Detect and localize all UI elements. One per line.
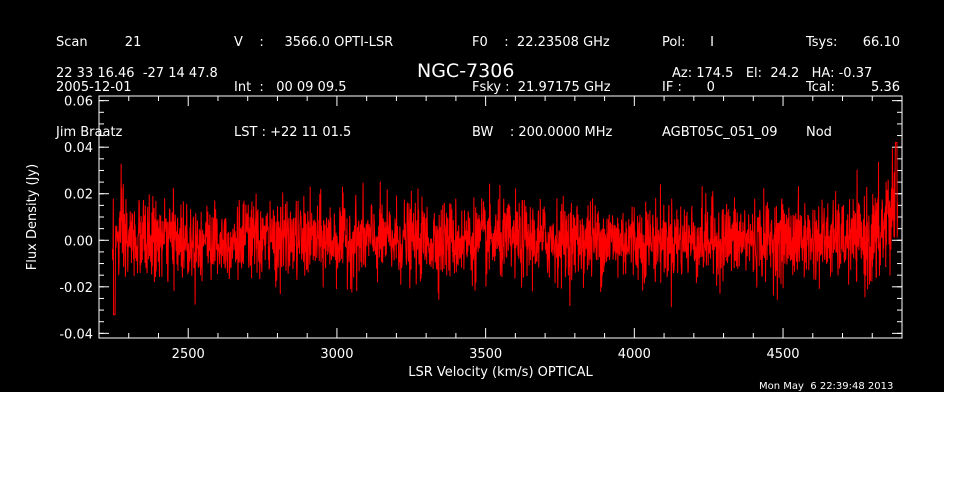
header-col4: Pol: I IF : 0 AGBT05C_051_09 xyxy=(662,5,778,170)
plot-panel: Scan 21 2005-12-01 Jim Braatz V : 3566.0… xyxy=(0,0,944,392)
y-axis-label: Flux Density (Jy) xyxy=(25,164,40,270)
y-axis-ticks: -0.04 -0.02 0.00 0.02 0.04 0.06 xyxy=(59,95,902,342)
y-tick-label: 0.04 xyxy=(64,141,93,156)
timestamp: Mon May 6 22:39:48 2013 xyxy=(759,381,894,392)
y-tick-label: -0.04 xyxy=(59,327,93,342)
bandwidth-line: BW : 200.0000 MHz xyxy=(472,125,613,140)
tsys-value: 66.10 xyxy=(862,35,900,50)
x-tick-label: 4500 xyxy=(766,347,799,362)
header-col1: Scan 21 2005-12-01 Jim Braatz xyxy=(56,5,141,170)
project-line: AGBT05C_051_09 xyxy=(662,125,778,140)
y-tick-label: -0.02 xyxy=(59,281,93,296)
if-line: IF : 0 xyxy=(662,80,715,95)
spectrum-series xyxy=(111,142,899,316)
integration-line: Int : 00 09 09.5 xyxy=(234,80,347,95)
velocity-line: V : 3566.0 OPTI-LSR xyxy=(234,35,394,50)
pol-line: Pol: I xyxy=(662,35,714,50)
y-tick-label: 0.06 xyxy=(64,95,93,110)
header-col5-labels: Tsys: Tcal: Nod xyxy=(806,5,837,170)
observer-line: Jim Braatz xyxy=(56,125,123,140)
x-tick-label: 3500 xyxy=(469,347,502,362)
header-col5-values: 66.10 5.36 xyxy=(850,5,900,170)
tsys-label: Tsys: xyxy=(806,35,838,50)
coordinates: 22 33 16.46 -27 14 47.8 xyxy=(56,66,218,81)
y-tick-label: 0.00 xyxy=(64,234,93,249)
y-tick-label: 0.02 xyxy=(64,188,93,203)
x-axis-ticks: 2500 3000 3500 4000 4500 xyxy=(128,96,873,362)
az-el-ha: Az: 174.5 El: 24.2 HA: -0.37 xyxy=(672,66,873,81)
nod-label: Nod xyxy=(806,125,832,140)
x-tick-label: 4000 xyxy=(618,347,651,362)
x-tick-label: 2500 xyxy=(172,347,205,362)
source-name: NGC-7306 xyxy=(417,60,515,82)
lst-line: LST : +22 11 01.5 xyxy=(234,125,352,140)
tcal-label: Tcal: xyxy=(806,80,835,95)
rest-freq-line: F0 : 22.23508 GHz xyxy=(472,35,610,50)
x-tick-label: 3000 xyxy=(320,347,353,362)
spectrum-chart: -0.04 -0.02 0.00 0.02 0.04 0.06 2500 3000 3500 4… xyxy=(25,95,903,380)
date-line: 2005-12-01 xyxy=(56,80,132,95)
header-col3: F0 : 22.23508 GHz Fsky : 21.97175 GHz BW… xyxy=(472,5,612,170)
header-col2: V : 3566.0 OPTI-LSR Int : 00 09 09.5 LST… xyxy=(234,5,393,170)
x-axis-label: LSR Velocity (km/s) OPTICAL xyxy=(408,365,593,380)
sky-freq-line: Fsky : 21.97175 GHz xyxy=(472,80,611,95)
tcal-value: 5.36 xyxy=(871,80,900,95)
scan-line: Scan 21 xyxy=(56,35,142,50)
